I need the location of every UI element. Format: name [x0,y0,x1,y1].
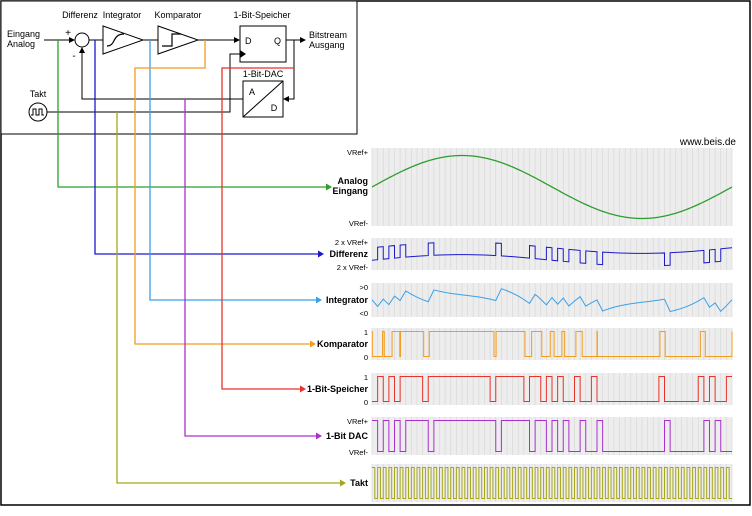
dac-pin-d: D [271,103,278,113]
tap-wire-takt [116,112,340,484]
waveform-row-dac: VRef+ 1-Bit DAC VRef- [326,417,733,457]
clock-wave-icon [31,108,44,116]
komparator-block [157,25,200,55]
scale-top: 1 [364,373,368,382]
plot-differenz [371,238,733,270]
integrator-block [102,25,145,55]
scale-top: >0 [359,283,368,292]
wire-dac-to-sum [81,53,243,100]
tap-arrow-dac-icon [316,432,322,440]
scale-bottom: VRef- [349,219,369,228]
flipflop-clock-wedge-icon [240,50,246,58]
plot-takt [371,464,733,502]
scale-bottom: 0 [364,353,368,362]
waveform-row-takt: Takt [350,464,733,502]
summing-junction [74,32,90,48]
label-komparator: Komparator [154,10,201,20]
row-name: Takt [350,478,368,488]
tap-wire-analog [57,40,326,188]
sum-plus-sign: + [65,28,71,39]
wire-clock [47,53,240,113]
scale-top: VRef+ [347,148,369,157]
row-name: 1-Bit-Speicher [307,384,369,394]
plot-komparator [371,328,733,360]
waveform-row-differenz: 2 x VRef+ Differenz 2 x VRef- [329,238,733,272]
row-name-line2: Eingang [333,186,369,196]
tap-wires [57,40,346,487]
plot-dac [371,417,733,455]
scale-top: VRef+ [347,417,369,426]
arrow-input [69,37,75,43]
output-label-line2: Ausgang [309,40,345,50]
label-speicher: 1-Bit-Speicher [233,10,290,20]
input-label-line2: Analog [7,39,35,49]
tap-arrow-analog-icon [326,183,332,191]
plot-speicher [371,373,733,405]
waveform-row-integrator: >0 Integrator <0 [326,283,733,318]
plot-analog [371,148,733,226]
tap-wire-dac [184,99,316,437]
waveform-row-speicher: 1 1-Bit-Speicher 0 [307,373,733,407]
row-name: 1-Bit DAC [326,431,368,441]
scale-top: 1 [364,328,368,337]
label-differenz: Differenz [62,10,98,20]
scale-bottom: <0 [359,309,368,318]
tap-wire-komparator [134,40,310,345]
tap-arrow-differenz-icon [318,250,324,258]
scale-bottom: 0 [364,398,368,407]
clock-label: Takt [30,89,47,99]
tap-arrow-speicher-icon [300,385,306,393]
label-integrator: Integrator [103,10,142,20]
arrow-sum-feedback [79,47,85,53]
sum-minus-sign: - [72,51,75,62]
plot-integrator [371,283,733,317]
waveform-row-analog: VRef+ Analog Eingang VRef- [333,148,733,228]
scale-bottom: 2 x VRef- [337,263,369,272]
integrator-curve-icon [106,33,125,47]
tap-arrow-integrator-icon [316,296,322,304]
output-label-line1: Bitstream [309,30,347,40]
komparator-step-icon [162,33,181,47]
waveform-area: www.beis.de VRef+ Analog Eingang VRef- 2… [307,137,736,502]
clock-source [28,102,48,122]
flipflop-block [239,25,287,63]
row-name: Analog [338,176,369,186]
tap-wire-speicher [221,67,300,390]
wire-feedback-down [289,40,295,100]
dac-pin-a: A [249,87,255,97]
waveform-row-komparator: 1 Komparator 0 [317,328,733,362]
row-name: Differenz [329,249,368,259]
scale-top: 2 x VRef+ [335,238,369,247]
site-url: www.beis.de [679,137,737,148]
arrow-dac-input [283,96,289,102]
row-name: Integrator [326,295,369,305]
dac-diagonal [242,80,284,118]
flipflop-pin-d: D [245,36,252,46]
arrow-ff-input [234,37,240,43]
row-name: Komparator [317,339,369,349]
scale-bottom: VRef- [349,448,369,457]
tap-arrow-komparator-icon [310,340,316,348]
tap-arrow-takt-icon [340,479,346,487]
tap-wire-integrator [149,40,316,301]
arrow-bitstream [300,37,306,43]
label-dac: 1-Bit-DAC [243,69,284,79]
tap-wire-differenz [94,40,318,255]
flipflop-pin-q: Q [274,36,281,46]
input-label-line1: Eingang [7,29,40,39]
